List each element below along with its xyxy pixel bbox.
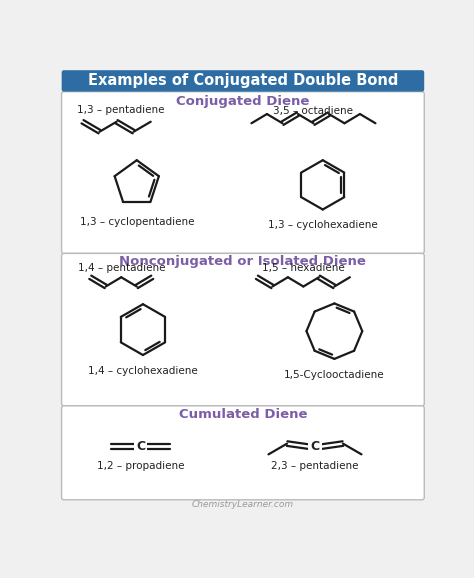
Text: C: C <box>310 440 319 453</box>
Text: 1,5 – hexadiene: 1,5 – hexadiene <box>262 264 345 273</box>
Text: C: C <box>136 440 145 453</box>
Text: 1,4 – cyclohexadiene: 1,4 – cyclohexadiene <box>88 366 198 376</box>
Text: Cumulated Diene: Cumulated Diene <box>179 408 307 421</box>
Text: Conjugated Diene: Conjugated Diene <box>176 95 310 108</box>
Text: 3,5 – octadiene: 3,5 – octadiene <box>273 106 354 116</box>
Text: 1,4 – pentadiene: 1,4 – pentadiene <box>78 264 165 273</box>
Text: 1,3 – cyclopentadiene: 1,3 – cyclopentadiene <box>80 217 194 227</box>
FancyBboxPatch shape <box>62 406 424 500</box>
Text: Nonconjugated or Isolated Diene: Nonconjugated or Isolated Diene <box>119 255 366 268</box>
Text: 1,2 – propadiene: 1,2 – propadiene <box>97 461 184 470</box>
Text: 1,3 – cyclohexadiene: 1,3 – cyclohexadiene <box>268 220 378 230</box>
Text: Examples of Conjugated Double Bond: Examples of Conjugated Double Bond <box>88 73 398 88</box>
FancyBboxPatch shape <box>63 71 423 91</box>
Text: 1,3 – pentadiene: 1,3 – pentadiene <box>77 105 164 115</box>
FancyBboxPatch shape <box>62 92 424 253</box>
Text: 1,5-Cyclooctadiene: 1,5-Cyclooctadiene <box>284 370 385 380</box>
Text: 2,3 – pentadiene: 2,3 – pentadiene <box>271 461 359 470</box>
Text: ChemistryLearner.com: ChemistryLearner.com <box>192 500 294 509</box>
FancyBboxPatch shape <box>62 253 424 406</box>
